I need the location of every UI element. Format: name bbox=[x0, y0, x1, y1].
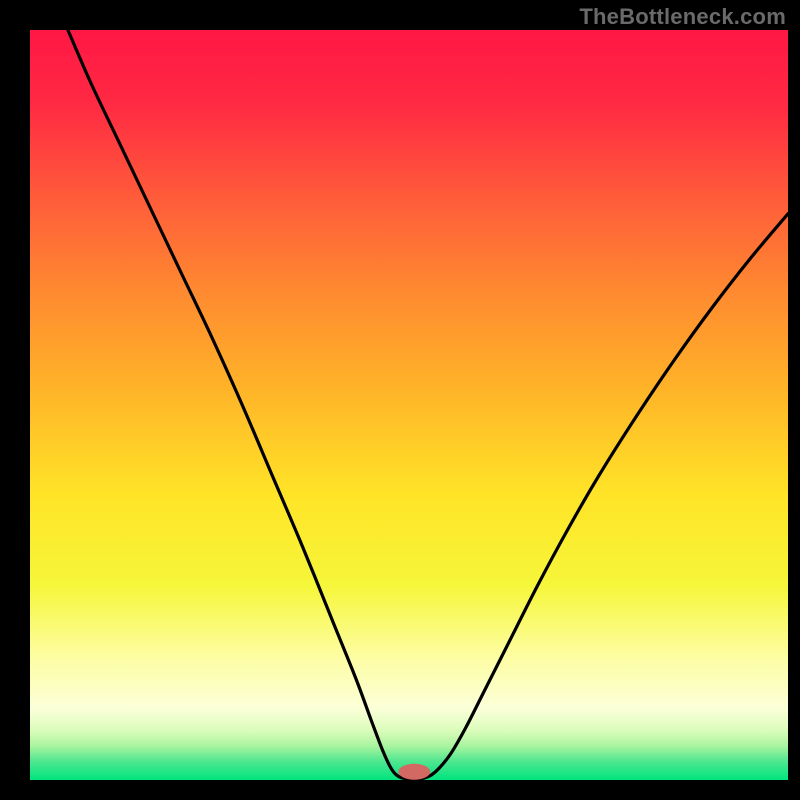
plot-area bbox=[30, 30, 788, 780]
optimum-marker bbox=[30, 30, 788, 780]
optimum-marker-ellipse bbox=[398, 764, 430, 780]
watermark-text: TheBottleneck.com bbox=[579, 4, 786, 30]
bottleneck-chart: TheBottleneck.com bbox=[0, 0, 800, 800]
